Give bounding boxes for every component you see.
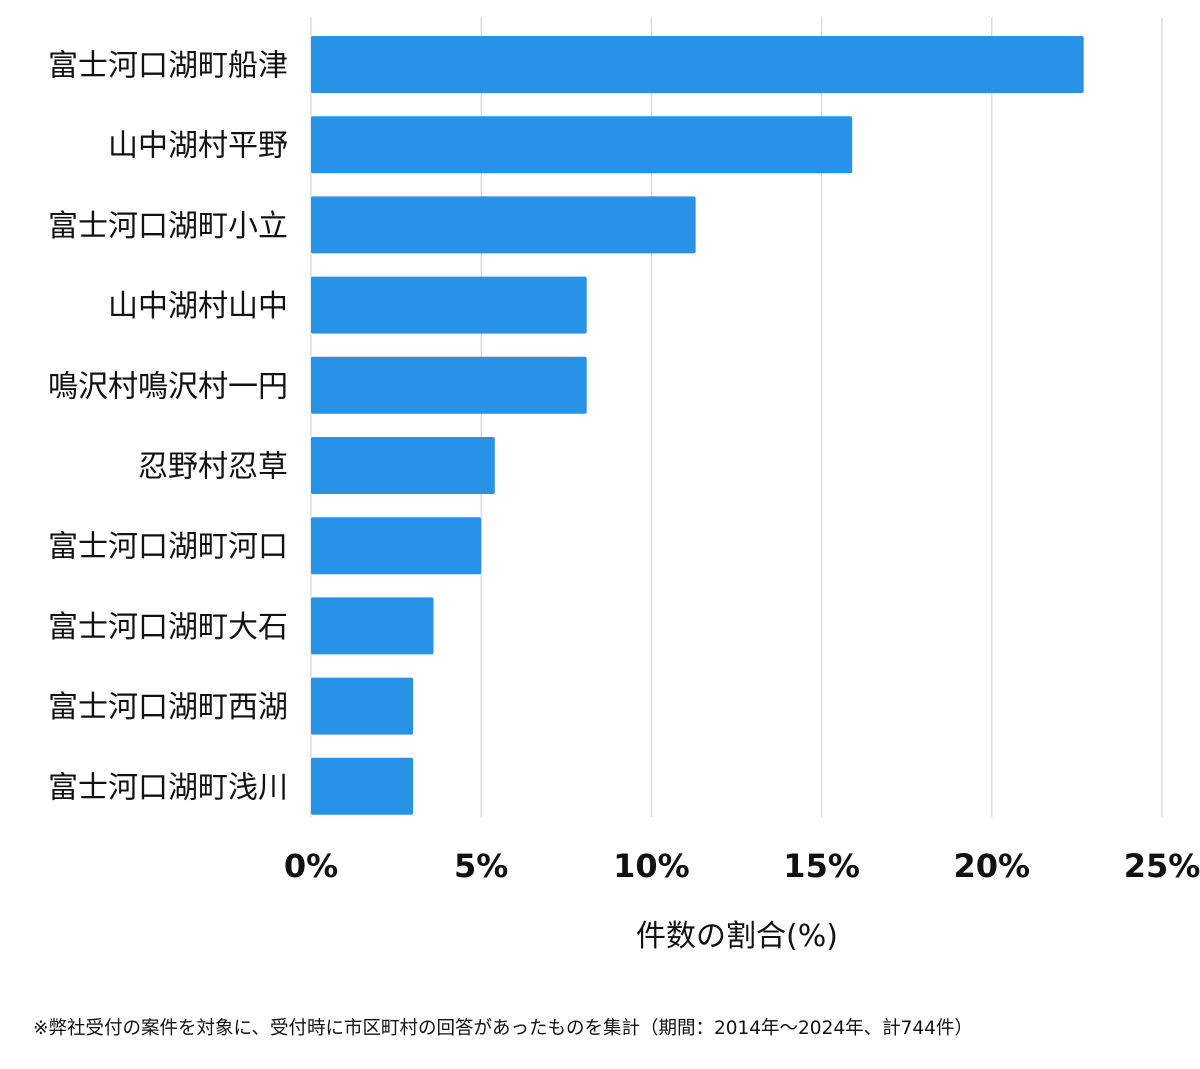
- bar: [311, 116, 853, 174]
- x-tick-label: 20%: [954, 847, 1031, 885]
- category-label: 山中湖村山中: [108, 289, 288, 324]
- bar: [311, 276, 587, 334]
- x-tick-label: 15%: [783, 847, 860, 885]
- x-tick-label: 25%: [1124, 847, 1200, 885]
- footnote: ※弊社受付の案件を対象に、受付時に市区町村の回答があったものを集計（期間：201…: [33, 1018, 973, 1039]
- bar: [311, 36, 1084, 93]
- x-tick-label: 5%: [454, 847, 508, 885]
- x-axis-title: 件数の割合(%): [636, 919, 838, 954]
- category-label: 富士河口湖町浅川: [48, 770, 288, 805]
- x-tick-labels: 0% 5% 10% 15% 20% 25%: [284, 847, 1200, 885]
- bar: [311, 597, 434, 655]
- bar: [311, 677, 414, 735]
- category-label: 山中湖村平野: [108, 129, 288, 164]
- bar: [311, 517, 482, 575]
- category-label: 鳴沢村鳴沢村一円: [48, 369, 288, 404]
- x-tick-label: 0%: [284, 847, 338, 885]
- bars: [311, 36, 1084, 815]
- category-labels: 富士河口湖町船津山中湖村平野富士河口湖町小立山中湖村山中鳴沢村鳴沢村一円忍野村忍…: [48, 49, 288, 806]
- category-label: 富士河口湖町船津: [48, 49, 288, 84]
- x-tick-label: 10%: [613, 847, 690, 885]
- category-label: 忍野村忍草: [138, 450, 288, 485]
- category-label: 富士河口湖町大石: [48, 610, 288, 645]
- bar: [311, 757, 414, 815]
- bar: [311, 196, 696, 254]
- category-label: 富士河口湖町西湖: [48, 690, 288, 725]
- category-label: 富士河口湖町河口: [48, 530, 288, 565]
- bar-chart: 富士河口湖町船津山中湖村平野富士河口湖町小立山中湖村山中鳴沢村鳴沢村一円忍野村忍…: [48, 17, 1200, 954]
- bar: [311, 437, 495, 494]
- category-label: 富士河口湖町小立: [48, 209, 288, 244]
- bar: [311, 356, 587, 414]
